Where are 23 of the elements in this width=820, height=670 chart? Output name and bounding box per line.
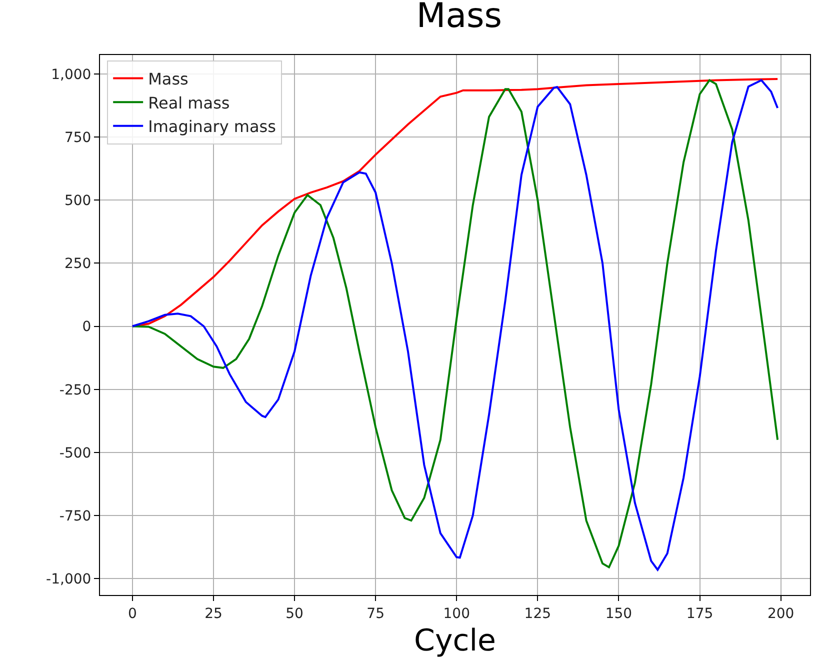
x-tick-label: 25	[204, 606, 222, 622]
x-tick-label: 200	[767, 606, 794, 622]
legend-label: Mass	[148, 70, 188, 89]
y-tick-label: 750	[64, 130, 92, 146]
y-tick-label: 1,000	[51, 66, 92, 83]
x-tick-label: 100	[443, 606, 470, 622]
y-tick-label: -1,000	[46, 572, 92, 588]
y-tick-label: -250	[59, 382, 92, 398]
legend-label: Real mass	[148, 93, 230, 112]
x-tick-label: 150	[605, 606, 632, 622]
y-tick-label: -750	[59, 508, 92, 524]
y-tick-label: 500	[64, 192, 92, 209]
x-tick-label: 50	[286, 606, 304, 622]
legend-label: Imaginary mass	[148, 117, 276, 136]
y-tick-label: -500	[59, 445, 92, 462]
x-axis-title: Cycle	[414, 623, 496, 658]
x-tick-label: 125	[524, 606, 552, 622]
x-tick-label: 75	[366, 606, 384, 622]
y-tick-label: 0	[82, 319, 92, 336]
chart-title: Mass	[416, 0, 502, 36]
x-tick-label: 0	[128, 606, 137, 622]
x-tick-label: 175	[686, 606, 714, 622]
y-tick-label: 250	[64, 256, 92, 272]
